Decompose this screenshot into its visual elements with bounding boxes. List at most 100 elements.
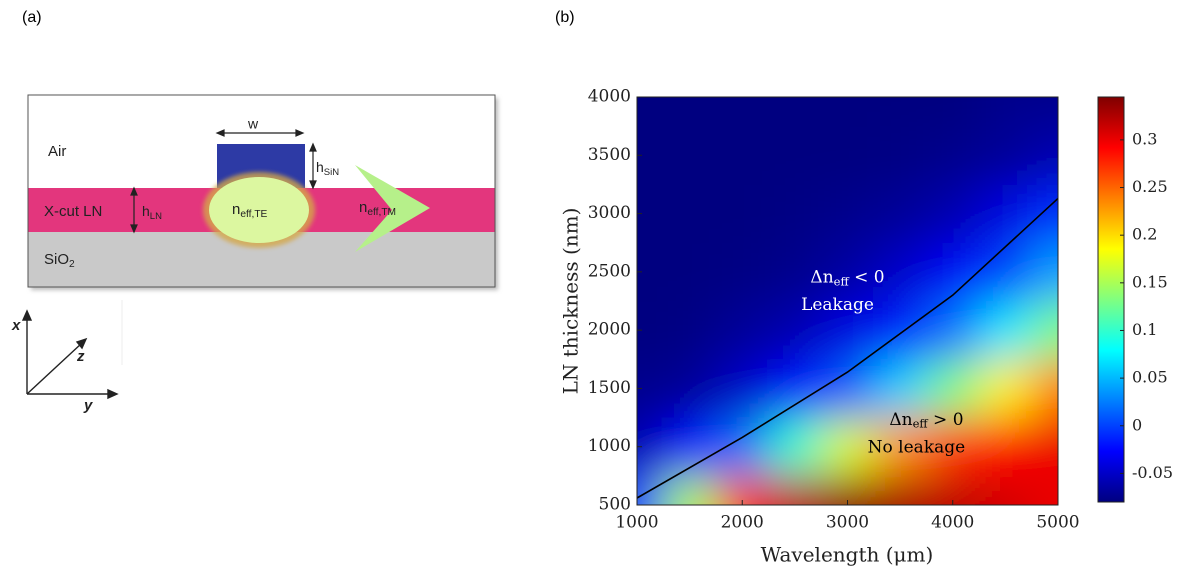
x-tick-label: 4000 xyxy=(931,513,974,533)
x-tick-label: 5000 xyxy=(1036,513,1079,533)
text-part: Δn xyxy=(889,409,912,429)
text-part: eff xyxy=(913,417,929,431)
region-label: X-cut LN xyxy=(44,203,102,220)
colorbar-tick-label: -0.05 xyxy=(1132,463,1173,482)
heat-cell xyxy=(663,184,716,243)
colorbar-tick-label: 0.2 xyxy=(1132,225,1157,244)
y-tick-label: 500 xyxy=(599,495,631,515)
y-tick-label: 4000 xyxy=(588,87,631,107)
heatmap-clip xyxy=(551,8,1145,575)
schematic: Air X-cut LN SiO2 w hSiN hLN neff,TE nef… xyxy=(11,95,498,414)
heat-cell xyxy=(926,8,979,127)
colorbar-tick-label: 0.3 xyxy=(1132,129,1157,148)
heat-cell xyxy=(926,301,979,360)
heat-cell xyxy=(979,359,1032,418)
text-part: h xyxy=(142,203,150,219)
heat-cell xyxy=(769,359,822,418)
colorbar-tick-label: 0.1 xyxy=(1132,320,1157,339)
y-tick-label: 3500 xyxy=(588,145,631,165)
heat-cell xyxy=(769,8,822,127)
heat-cell xyxy=(663,301,716,360)
heat-cell xyxy=(979,418,1032,477)
heat-cell xyxy=(821,126,874,185)
x-tick-label: 1000 xyxy=(615,513,658,533)
width-label: w xyxy=(247,116,259,132)
heat-cell xyxy=(1032,184,1145,243)
annotation: No leakage xyxy=(868,437,966,457)
y-tick-label: 1500 xyxy=(588,378,631,398)
heat-cell xyxy=(874,8,927,127)
heat-cell xyxy=(716,359,769,418)
text-part: < 0 xyxy=(849,267,885,287)
heat-cell xyxy=(979,184,1032,243)
heat-cell xyxy=(1032,243,1145,302)
heat-cell xyxy=(874,184,927,243)
y-tick-label: 2000 xyxy=(588,320,631,340)
heat-cell xyxy=(821,184,874,243)
heat-cell xyxy=(663,476,716,575)
text-part: LN xyxy=(150,210,162,221)
text-part: n xyxy=(232,201,240,218)
text-part: 2 xyxy=(69,259,75,270)
heat-cell xyxy=(979,8,1032,127)
heat-cell xyxy=(716,184,769,243)
heat-cell xyxy=(663,243,716,302)
page: {"panel_labels": ["(a)", "(b)"], "schema… xyxy=(0,0,1179,575)
x-axis-label: Wavelength (μm) xyxy=(761,543,934,567)
heat-cell xyxy=(716,126,769,185)
heat-cell xyxy=(1032,8,1145,127)
y-tick-label: 3000 xyxy=(588,203,631,223)
heat-cell xyxy=(1032,359,1145,418)
y-tick-label: 2500 xyxy=(588,261,631,281)
heat-cell xyxy=(1032,126,1145,185)
heat-cell xyxy=(663,359,716,418)
colorbar xyxy=(1098,97,1124,502)
annotation: Leakage xyxy=(801,295,874,315)
figure: (a) (b) Air X-cut LN SiO2 w hSiN hLN nef… xyxy=(0,0,1179,575)
y-axis-label: LN thickness (nm) xyxy=(559,208,583,395)
heat-cell xyxy=(979,126,1032,185)
text-part: SiO xyxy=(44,251,69,268)
text-part: Δn xyxy=(810,267,833,287)
x-tick-label: 3000 xyxy=(826,513,869,533)
y-tick-label: 1000 xyxy=(588,436,631,456)
coordinate-axes xyxy=(23,311,117,398)
axis-letter: y xyxy=(83,397,93,414)
heat-cell xyxy=(716,243,769,302)
heat-cell xyxy=(663,8,716,127)
heatmap xyxy=(551,8,1145,575)
heat-cell xyxy=(979,476,1032,575)
heat-cell xyxy=(926,126,979,185)
axis-letter: z xyxy=(76,348,85,365)
colorbar-tick-label: 0.25 xyxy=(1132,177,1168,196)
text-part: > 0 xyxy=(928,409,964,429)
text-part: eff xyxy=(834,274,850,288)
text-part: eff,TM xyxy=(367,207,396,218)
heat-cell xyxy=(979,243,1032,302)
heat-cell xyxy=(769,126,822,185)
panel-label: (b) xyxy=(555,9,575,26)
heat-cell xyxy=(821,8,874,127)
colorbar-tick-label: 0.05 xyxy=(1132,368,1168,387)
region-label: Air xyxy=(48,143,66,160)
text-part: n xyxy=(359,199,367,216)
panel-label: (a) xyxy=(22,9,42,26)
heat-cell xyxy=(1032,301,1145,360)
x-tick-label: 2000 xyxy=(721,513,764,533)
heat-cell xyxy=(821,359,874,418)
heat-cell xyxy=(769,418,822,477)
colorbar-tick-label: 0.15 xyxy=(1132,272,1168,291)
heat-cell xyxy=(769,184,822,243)
text-part: eff,TE xyxy=(240,209,267,220)
heat-cell xyxy=(874,301,927,360)
heat-cell xyxy=(821,418,874,477)
heat-cell xyxy=(716,301,769,360)
heat-cell xyxy=(874,126,927,185)
axis-letter: x xyxy=(11,317,21,334)
heat-cell xyxy=(926,184,979,243)
heat-cell xyxy=(926,243,979,302)
heat-cell xyxy=(663,126,716,185)
heat-cell xyxy=(979,301,1032,360)
colorbar-tick-label: 0 xyxy=(1132,415,1142,434)
heat-cell xyxy=(1032,418,1145,477)
